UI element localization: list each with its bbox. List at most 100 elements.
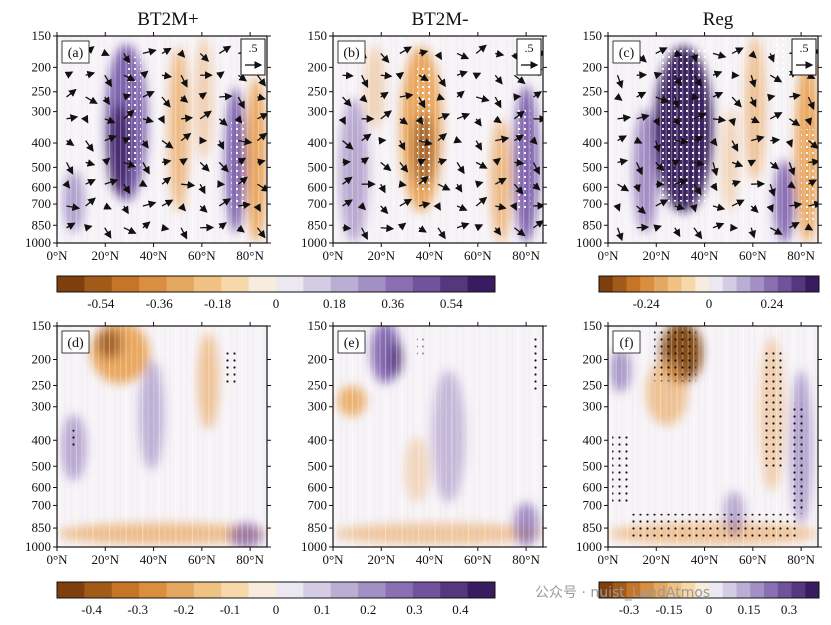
- wind-vector: [85, 179, 96, 187]
- wind-vector: [769, 112, 783, 120]
- panel-label: (d): [67, 336, 84, 351]
- anomaly-blob: [229, 522, 263, 547]
- y-tick-label: 1000: [576, 539, 602, 554]
- y-tick-label: 1000: [25, 235, 51, 250]
- wind-vector: [514, 158, 525, 167]
- wind-vector: [769, 161, 780, 170]
- wind-vector: [85, 70, 96, 79]
- wind-vector: [177, 49, 186, 58]
- y-tick-label: 700: [583, 497, 603, 512]
- wind-vector: [456, 222, 470, 230]
- wind-vector: [653, 71, 663, 80]
- wind-vector: [360, 157, 370, 165]
- x-tick-label: 80°N: [787, 552, 815, 567]
- wind-vector: [161, 158, 172, 166]
- panel-label: (c): [619, 46, 635, 61]
- wind-vector: [238, 201, 252, 210]
- colorbar-tick-label: 0.2: [360, 602, 376, 617]
- significance-stipple: [629, 513, 797, 541]
- wind-vector: [474, 140, 483, 151]
- wind-vector: [64, 71, 74, 79]
- wind-vector: [417, 158, 426, 166]
- y-tick-label: 1000: [25, 539, 51, 554]
- wind-vector: [257, 132, 267, 142]
- colorbar-tick-label: 0: [273, 296, 280, 311]
- panel-label-box: [612, 330, 641, 354]
- y-tick-label: 150: [308, 318, 328, 333]
- colorbar-swatch: [791, 276, 806, 292]
- wind-vector: [65, 138, 75, 146]
- anomaly-field: [57, 326, 267, 547]
- colorbar-tick-label: 0.1: [314, 602, 330, 617]
- wind-vector: [104, 74, 113, 88]
- colorbar-tick-label: 0.4: [452, 602, 469, 617]
- colorbar-frame: [56, 275, 496, 293]
- wind-vector: [418, 73, 429, 82]
- y-tick-label: 150: [583, 28, 603, 43]
- wind-vector: [533, 220, 543, 229]
- wind-vector: [380, 91, 389, 100]
- wind-vector: [453, 136, 463, 144]
- wind-vector: [104, 116, 116, 124]
- wind-vector: [671, 159, 681, 167]
- wind-vector: [199, 204, 208, 213]
- wind-vector: [672, 96, 680, 109]
- y-tick-label: 250: [308, 378, 328, 393]
- wind-vector: [731, 199, 745, 207]
- wind-vector: [513, 93, 522, 101]
- wind-vector: [62, 180, 71, 189]
- wind-vector: [81, 114, 89, 124]
- colorbar-swatch: [640, 276, 655, 292]
- colorbar-swatch: [640, 582, 655, 598]
- colorbar-swatch: [139, 582, 167, 598]
- y-tick-label: 300: [32, 104, 52, 119]
- wind-vector: [493, 226, 502, 236]
- y-tick-label: 600: [308, 179, 328, 194]
- colorbar-swatch: [412, 582, 441, 598]
- panel-frame: [56, 35, 268, 244]
- wind-vector: [342, 140, 354, 150]
- colorbar-swatch: [695, 582, 710, 598]
- x-tick-label: 60°N: [739, 552, 767, 567]
- colorbar-tick-label: -0.36: [146, 296, 174, 311]
- panel-frame: [332, 35, 544, 244]
- colorbar-swatch: [667, 582, 682, 598]
- colorbar-swatch: [750, 276, 765, 292]
- x-tick-label: 60°N: [464, 248, 492, 263]
- wind-vector: [437, 113, 451, 121]
- wind-vector: [418, 96, 426, 109]
- colorbar-3: -0.4 -0.3 -0.2 -0.1 0 0.1 0.2 0.3 0.4: [56, 581, 496, 617]
- y-tick-label: 1000: [301, 235, 327, 250]
- wind-vector: [257, 93, 266, 102]
- y-tick-label: 700: [583, 196, 603, 211]
- wind-vector: [85, 197, 96, 207]
- panel-label-box: [61, 330, 90, 354]
- wind-vector: [494, 177, 507, 186]
- colorbar-swatch: [612, 582, 627, 598]
- wind-vector: [514, 134, 525, 143]
- wind-vector: [256, 74, 266, 87]
- wind-vector: [653, 140, 661, 153]
- wind-vector: [101, 48, 110, 57]
- wind-vector: [493, 115, 502, 124]
- wind-vector: [142, 162, 150, 175]
- wind-vector: [635, 162, 643, 176]
- colorbar-swatch: [777, 276, 792, 292]
- panel-label: (b): [343, 46, 360, 61]
- significance-stipple: [417, 67, 434, 192]
- wind-vector: [66, 88, 77, 98]
- wind-vector: [767, 53, 775, 63]
- wind-vector: [142, 221, 151, 230]
- wind-vector: [219, 92, 233, 101]
- wind-vector: [121, 205, 129, 215]
- wind-vector: [768, 183, 776, 197]
- wind-vector: [399, 116, 409, 125]
- anomaly-blob: [96, 328, 123, 360]
- y-tick-label: 850: [583, 217, 603, 232]
- reference-vector-label: .5: [249, 41, 258, 55]
- wind-vector: [748, 50, 757, 59]
- wind-vector: [652, 117, 660, 127]
- anomaly-blob: [168, 46, 190, 212]
- wind-vector: [85, 96, 98, 104]
